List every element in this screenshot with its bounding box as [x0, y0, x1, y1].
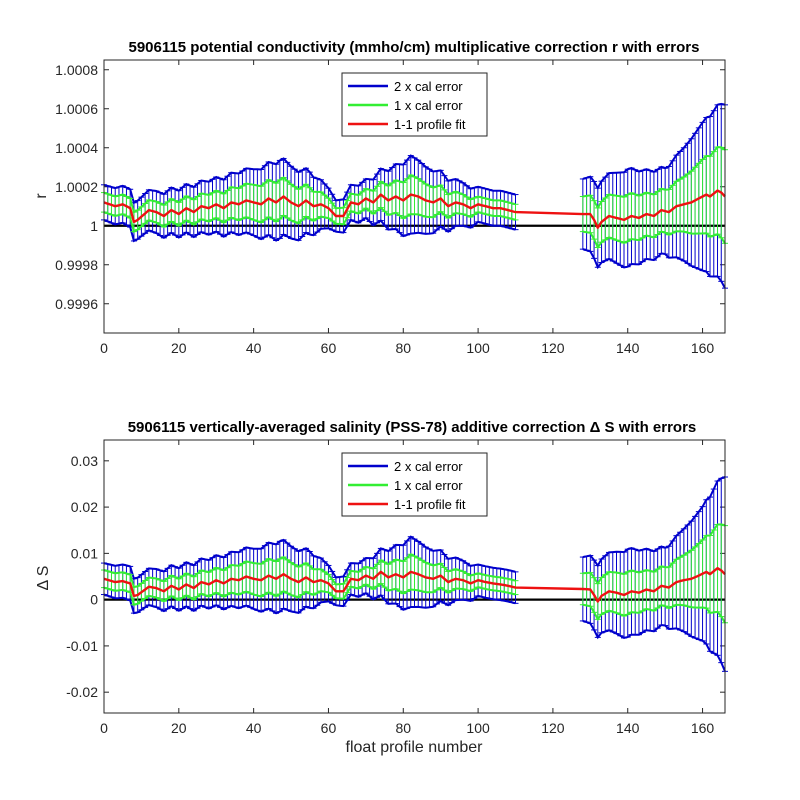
top-err1-envelope-up	[103, 173, 516, 214]
bottom-err1-envelope-down	[582, 603, 726, 624]
top-panel: 5906115 potential conductivity (mmho/cm)…	[33, 39, 728, 356]
bottom-legend: 2 x cal error 1 x cal error 1-1 profile …	[341, 452, 488, 517]
bottom-err1-envelope-down	[103, 582, 516, 606]
bottom-y-tick-label: 0	[90, 592, 98, 608]
top-y-tick-label: 1.0006	[55, 101, 98, 117]
top-err1-envelope-up	[582, 146, 726, 210]
top-x-ticks: 0 20 40 60 80 100 120 140 160	[100, 60, 714, 356]
bottom-err2-envelope-down	[582, 619, 726, 672]
bottom-x-tick-label: 140	[616, 720, 640, 736]
bottom-plot-frame	[103, 439, 726, 714]
bottom-x-ticks: 0 20 40 60 80 100 120 140 160	[100, 440, 714, 736]
bottom-legend-label-fit: 1-1 profile fit	[394, 497, 466, 512]
bottom-err1-envelope-up	[103, 553, 516, 589]
bottom-err2-envelope-up	[582, 476, 726, 568]
top-legend-label-1x: 1 x cal error	[394, 98, 463, 113]
top-x-tick-label: 140	[616, 340, 640, 356]
top-x-tick-label: 160	[691, 340, 715, 356]
top-err2-envelope-down	[582, 248, 726, 289]
top-err2-envelope-down	[103, 216, 516, 243]
bottom-y-tick-label: -0.02	[66, 684, 98, 700]
bottom-err2-series	[101, 476, 728, 672]
bottom-x-tick-label: 100	[466, 720, 490, 736]
top-x-tick-label: 0	[100, 340, 108, 356]
top-chart-title: 5906115 potential conductivity (mmho/cm)…	[129, 39, 700, 56]
top-err1-envelope-down	[103, 206, 516, 234]
bottom-x-tick-label: 120	[541, 720, 565, 736]
bottom-y-tick-label: 0.02	[71, 499, 98, 515]
bottom-x-tick-label: 80	[395, 720, 411, 736]
top-err2-series	[101, 102, 728, 289]
bottom-panel: 5906115 vertically-averaged salinity (PS…	[35, 419, 728, 756]
top-x-tick-label: 100	[466, 340, 490, 356]
top-x-tick-label: 20	[171, 340, 187, 356]
top-y-tick-label: 1.0002	[55, 179, 98, 195]
top-fit-line	[103, 189, 726, 229]
bottom-y-ticks: -0.02 -0.01 0 0.01 0.02 0.03	[66, 453, 725, 700]
top-y-tick-label: 1.0004	[55, 140, 98, 156]
top-x-tick-label: 80	[395, 340, 411, 356]
bottom-y-axis-label: Δ S	[35, 566, 52, 591]
bottom-err2-envelope-up	[103, 535, 516, 580]
top-legend-label-fit: 1-1 profile fit	[394, 117, 466, 132]
top-y-tick-label: 1.0008	[55, 62, 98, 78]
bottom-x-tick-label: 160	[691, 720, 715, 736]
bottom-legend-label-2x: 2 x cal error	[394, 459, 463, 474]
bottom-fit-line	[103, 567, 726, 603]
bottom-y-tick-label: -0.01	[66, 638, 98, 654]
top-err2-envelope-up	[103, 154, 516, 205]
top-y-ticks: 0.9996 0.9998 1 1.0002 1.0004 1.0006 1.0008	[55, 62, 725, 312]
top-y-tick-label: 1	[90, 218, 98, 234]
bottom-y-tick-label: 0.03	[71, 453, 98, 469]
top-x-tick-label: 120	[541, 340, 565, 356]
bottom-x-axis-label: float profile number	[346, 739, 484, 756]
top-err1-envelope-down	[582, 230, 726, 250]
top-legend-box	[341, 72, 488, 137]
top-legend: 2 x cal error 1 x cal error 1-1 profile …	[341, 72, 488, 137]
bottom-x-tick-label: 40	[246, 720, 262, 736]
bottom-y-tick-label: 0.01	[71, 545, 98, 561]
top-y-tick-label: 0.9998	[55, 257, 98, 273]
bottom-chart-title: 5906115 vertically-averaged salinity (PS…	[128, 419, 697, 436]
top-legend-label-2x: 2 x cal error	[394, 79, 463, 94]
top-plot-frame	[103, 59, 726, 334]
bottom-x-tick-label: 60	[321, 720, 337, 736]
top-x-tick-label: 60	[321, 340, 337, 356]
top-x-tick-label: 40	[246, 340, 262, 356]
bottom-x-tick-label: 0	[100, 720, 108, 736]
top-err2-envelope-up	[582, 102, 726, 191]
bottom-x-tick-label: 20	[171, 720, 187, 736]
bottom-legend-label-1x: 1 x cal error	[394, 478, 463, 493]
top-y-axis-label: r	[33, 193, 50, 199]
top-y-tick-label: 0.9996	[55, 296, 98, 312]
bottom-err2-envelope-down	[103, 592, 516, 615]
bottom-err1-envelope-up	[582, 523, 726, 586]
